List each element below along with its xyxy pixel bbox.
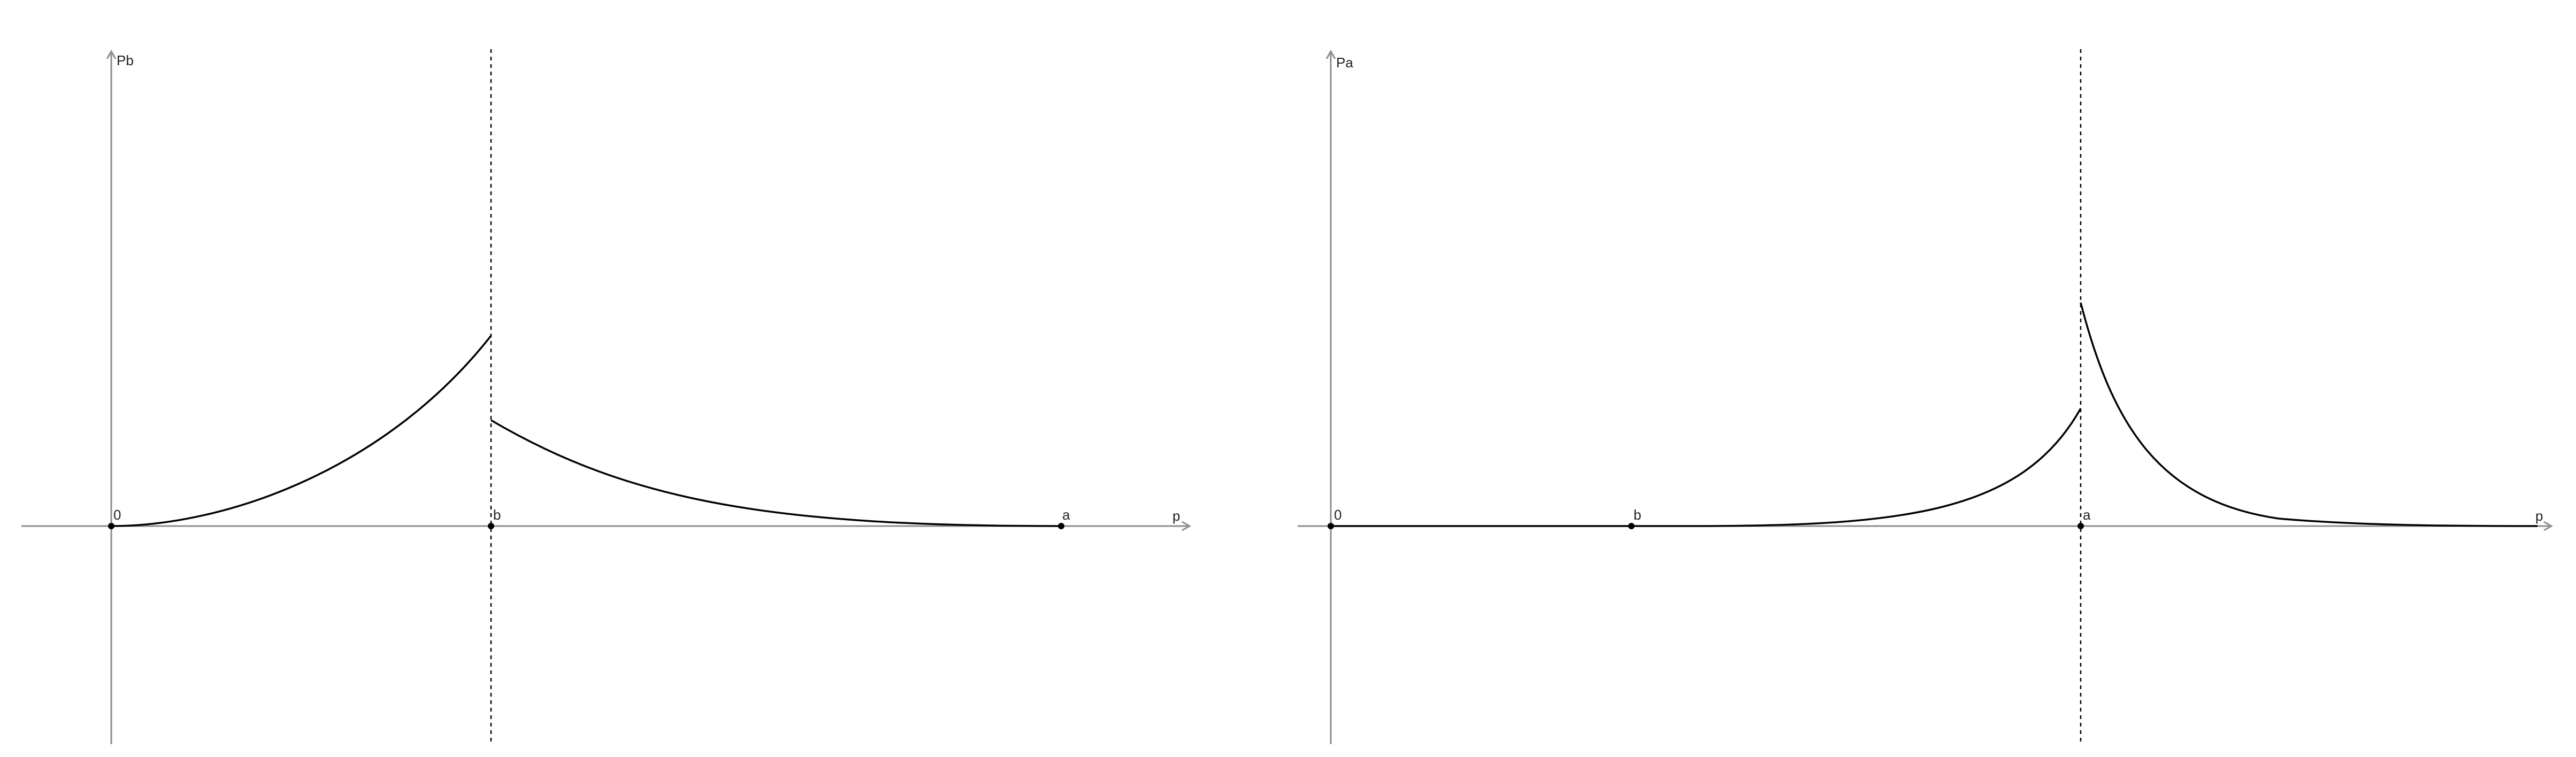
left-x-axis-arrow-icon: [1182, 521, 1192, 531]
left-curve-decay: [490, 419, 1060, 527]
right-point-a-label: a: [2083, 507, 2091, 523]
right-point-b: [1628, 523, 1635, 529]
left-point-a-label: a: [1062, 507, 1070, 523]
right-x-axis-label: p: [2535, 508, 2543, 524]
right-x-axis-arrow-icon: [2543, 521, 2554, 531]
left-origin-label: 0: [113, 507, 121, 523]
right-point-origin: [1328, 523, 1334, 529]
left-y-axis-arrow-icon: [106, 49, 117, 59]
left-y-axis-label: Pb: [117, 52, 134, 68]
left-panel: Pb p 0 b a: [21, 49, 1192, 744]
right-point-a: [2077, 523, 2084, 529]
left-point-origin: [108, 523, 114, 529]
left-point-b: [488, 523, 494, 529]
right-curve-rising: [1331, 408, 2082, 527]
right-origin-label: 0: [1334, 507, 1341, 523]
left-point-a: [1058, 523, 1064, 529]
right-point-b-label: b: [1634, 507, 1641, 523]
right-panel: Pa p 0 b a: [1298, 49, 2554, 744]
right-y-axis-label: Pa: [1336, 55, 1353, 71]
left-curve-rising: [111, 335, 492, 527]
right-y-axis-arrow-icon: [1325, 49, 1336, 59]
left-point-b-label: b: [493, 507, 501, 523]
right-curve-decay: [2080, 302, 2538, 527]
left-x-axis-label: p: [1172, 508, 1180, 524]
